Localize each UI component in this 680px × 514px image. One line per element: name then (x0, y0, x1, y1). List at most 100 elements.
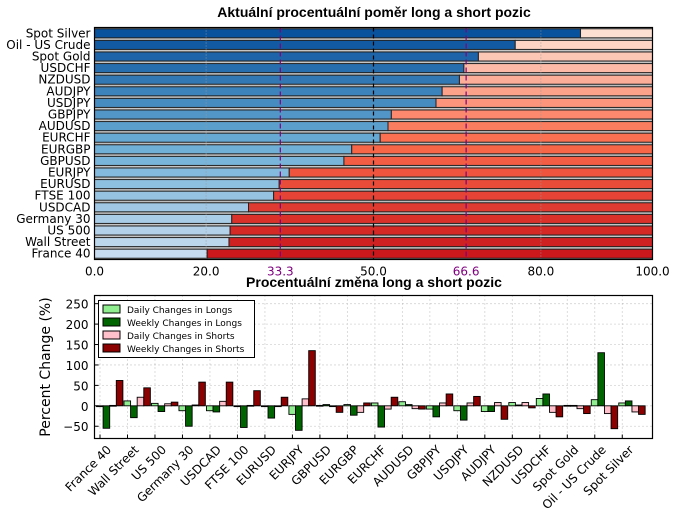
weekly-changes-in-longs-bar-eurjpy (295, 405, 303, 431)
long-bar-france-40 (94, 248, 208, 259)
long-bar-usdjpy (94, 97, 437, 108)
weekly-changes-in-shorts-bar-usdjpy (473, 395, 481, 407)
weekly-changes-in-longs-bar-usdchf (542, 393, 550, 407)
short-bar-germany-30 (231, 213, 653, 224)
daily-changes-in-longs-bar-nzdusd (508, 402, 516, 407)
y-tick-label: 150 (66, 339, 89, 353)
change-y-axis-label: Percent Change (%) (38, 297, 54, 436)
weekly-changes-in-longs-bar-gbpjpy (432, 405, 440, 418)
weekly-changes-in-shorts-bar-spot-silver (638, 405, 646, 415)
x-tick-label: 80.0 (528, 265, 555, 279)
daily-changes-in-longs-bar-usdchf (535, 398, 544, 407)
category-label: France 40 (32, 247, 91, 261)
daily-changes-in-shorts-bar-usdcad (219, 400, 227, 407)
ratio-x-ticks: 0.0 20.0 33.3 50.0 66.6 80.0 100.0 (85, 265, 670, 279)
short-bar-usdchf (463, 63, 653, 74)
legend-label: Weekly Changes in Longs (127, 319, 242, 329)
ratio-gridlines (205, 27, 542, 260)
ratio-chart: Aktuální procentuální poměr long a short… (6, 4, 669, 279)
daily-changes-in-shorts-bar-spot-silver (631, 405, 640, 413)
x-tick-label: 100.0 (635, 265, 669, 279)
category-label: AUDUSD (39, 119, 91, 133)
weekly-changes-in-shorts-bar-eurjpy (308, 350, 316, 407)
daily-changes-in-longs-bar-eurgbp (343, 404, 351, 407)
long-bar-spot-silver (94, 28, 582, 39)
legend-swatch-daily-changes-in-shorts (102, 330, 121, 340)
daily-changes-in-shorts-bar-gbpjpy (439, 402, 447, 407)
weekly-changes-in-longs-bar-usdjpy (459, 405, 468, 421)
short-bar-spot-gold (477, 51, 653, 62)
y-tick-label: 250 (66, 298, 89, 312)
change-bars (96, 350, 646, 431)
short-bar-eurgbp (351, 144, 653, 155)
daily-changes-in-shorts-bar-us-500 (164, 403, 172, 407)
short-bar-eurjpy (288, 167, 653, 178)
short-bar-nzdusd (458, 74, 653, 85)
short-bar-oil-us-crude (514, 39, 653, 50)
daily-changes-in-longs-bar-wall-street (123, 400, 132, 407)
daily-changes-in-shorts-bar-audusd (411, 405, 420, 410)
weekly-changes-in-longs-bar-nzdusd (514, 404, 523, 407)
weekly-changes-in-shorts-bar-gbpusd (335, 405, 344, 413)
weekly-changes-in-shorts-bar-audusd (418, 405, 426, 410)
short-bar-gbpjpy (390, 109, 653, 120)
weekly-changes-in-longs-bar-spot-silver (624, 400, 633, 407)
weekly-changes-in-longs-bar-germany-30 (185, 405, 193, 427)
daily-changes-in-longs-bar-us-500 (151, 402, 159, 407)
short-bar-gbpusd (343, 155, 653, 166)
long-bar-eurusd (94, 179, 280, 190)
long-bar-audusd (94, 121, 389, 132)
weekly-changes-in-shorts-bar-wall-street (143, 387, 151, 407)
change-y-ticks: −50 0 50 100 150 200 250 (63, 298, 99, 434)
y-tick-label: 100 (66, 359, 89, 373)
change-chart-title: Procentuální změna long a short pozic (246, 274, 502, 290)
short-bar-audusd (387, 121, 653, 132)
category-label: FTSE 100 (35, 189, 91, 203)
weekly-changes-in-shorts-bar-audjpy (500, 405, 509, 420)
weekly-changes-in-shorts-bar-oil-us-crude (610, 405, 619, 430)
legend-swatch-weekly-changes-in-shorts (102, 343, 121, 353)
y-tick-label: 200 (66, 318, 89, 332)
change-chart: Procentuální změna long a short pozic −5… (38, 274, 654, 512)
daily-changes-in-shorts-bar-gbpusd (329, 405, 337, 408)
daily-changes-in-longs-bar-spot-gold (563, 404, 571, 407)
category-label: EURUSD (40, 177, 90, 191)
long-bar-germany-30 (94, 213, 233, 224)
daily-changes-in-shorts-bar-nzdusd (521, 402, 530, 407)
category-label: Spot Gold (32, 50, 91, 64)
weekly-changes-in-shorts-bar-germany-30 (198, 381, 206, 407)
category-label: AUDJPY (46, 84, 91, 98)
short-bar-spot-silver (580, 28, 654, 39)
weekly-changes-in-longs-bar-wall-street (130, 405, 138, 419)
weekly-changes-in-longs-bar-eurgbp (350, 405, 358, 416)
daily-changes-in-longs-bar-usdjpy (453, 405, 461, 412)
long-bar-eurjpy (94, 167, 290, 178)
category-label: Wall Street (25, 235, 91, 249)
long-bar-ftse-100 (94, 190, 275, 201)
ratio-chart-title: Aktuální procentuální poměr long a short… (217, 4, 531, 20)
long-bar-spot-gold (94, 51, 479, 62)
daily-changes-in-shorts-bar-usdchf (549, 405, 557, 413)
legend-label: Daily Changes in Shorts (127, 332, 235, 342)
weekly-changes-in-shorts-bar-usdchf (555, 405, 564, 418)
weekly-changes-in-longs-bar-audjpy (487, 405, 495, 412)
weekly-changes-in-shorts-bar-eurgbp (363, 402, 371, 407)
weekly-changes-in-shorts-bar-eurusd (280, 396, 289, 407)
daily-changes-in-shorts-bar-eurjpy (301, 398, 310, 407)
daily-changes-in-longs-bar-eurjpy (288, 405, 296, 415)
short-bar-ftse-100 (273, 190, 653, 201)
weekly-changes-in-shorts-bar-eurchf (390, 396, 399, 407)
daily-changes-in-shorts-bar-usdjpy (466, 402, 475, 407)
category-label: US 500 (47, 224, 90, 238)
weekly-changes-in-longs-bar-france-40 (102, 405, 111, 429)
long-bar-gbpjpy (94, 109, 392, 120)
daily-changes-in-longs-bar-audusd (398, 401, 406, 407)
category-label: USDJPY (47, 96, 91, 110)
weekly-changes-in-shorts-bar-france-40 (115, 380, 124, 407)
daily-changes-in-shorts-bar-wall-street (136, 396, 145, 407)
category-label: USDCHF (41, 61, 91, 75)
long-bar-gbpusd (94, 155, 345, 166)
weekly-changes-in-longs-bar-eurchf (377, 405, 386, 428)
